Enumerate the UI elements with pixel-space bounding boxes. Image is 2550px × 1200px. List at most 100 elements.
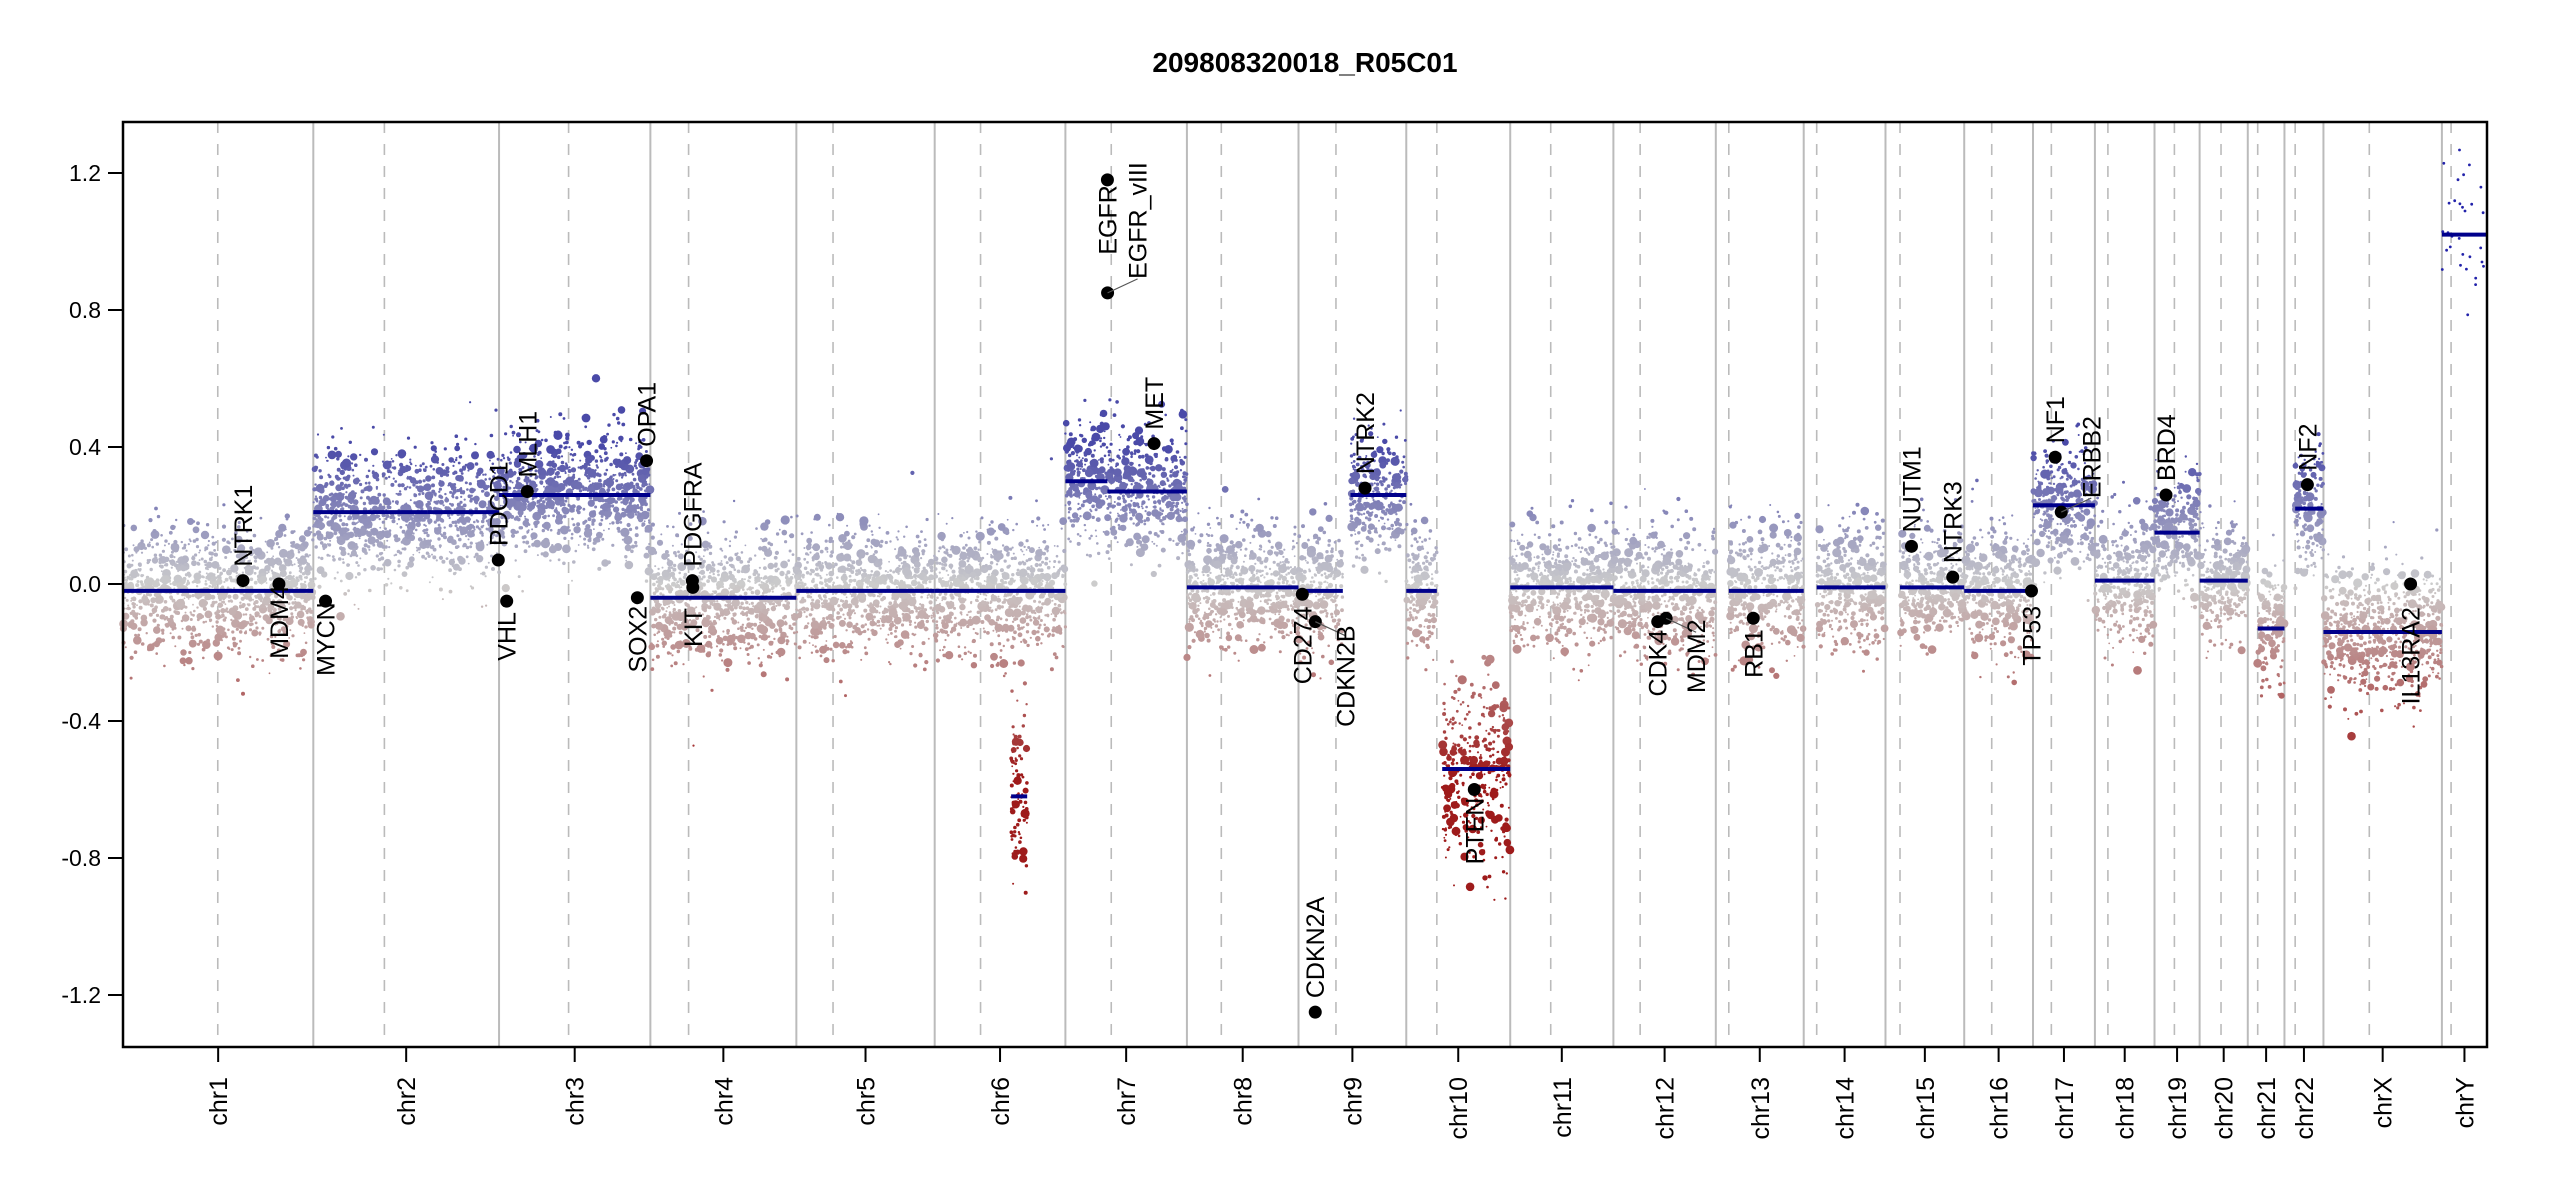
probe-point	[149, 567, 153, 572]
probe-point	[939, 649, 942, 652]
probe-point	[655, 654, 660, 659]
probe-point	[234, 642, 238, 646]
probe-point	[307, 596, 310, 600]
probe-point	[715, 612, 719, 616]
probe-point	[556, 475, 560, 479]
probe-point	[767, 562, 775, 570]
probe-point	[410, 514, 413, 517]
probe-point	[762, 576, 766, 580]
probe-point	[357, 607, 360, 610]
probe-point	[609, 522, 611, 525]
probe-point	[875, 563, 878, 567]
probe-point	[672, 567, 677, 572]
probe-point	[531, 528, 534, 531]
probe-point	[911, 632, 915, 636]
probe-point	[625, 559, 628, 562]
probe-point	[1040, 642, 1043, 645]
probe-point	[860, 568, 864, 572]
probe-point	[889, 569, 893, 572]
probe-point	[360, 489, 365, 494]
probe-point	[810, 604, 815, 609]
probe-point	[739, 639, 742, 642]
probe-point	[523, 549, 528, 554]
probe-point	[129, 676, 133, 680]
probe-point	[283, 534, 287, 537]
probe-point	[364, 486, 369, 491]
probe-point	[153, 640, 160, 648]
probe-point	[414, 468, 420, 474]
probe-point	[550, 468, 554, 471]
probe-point	[396, 503, 399, 506]
probe-point	[439, 495, 444, 499]
probe-point	[542, 510, 545, 514]
probe-point	[293, 543, 301, 550]
probe-point	[943, 563, 948, 567]
probe-point	[711, 592, 714, 596]
probe-point	[446, 470, 450, 474]
probe-point	[331, 505, 336, 510]
probe-point	[607, 504, 612, 508]
probe-point	[359, 482, 363, 487]
probe-point	[123, 596, 127, 600]
probe-point	[329, 539, 332, 542]
probe-point	[340, 427, 343, 430]
probe-point	[125, 607, 128, 610]
probe-point	[1021, 550, 1024, 553]
probe-point	[556, 455, 561, 460]
probe-point	[267, 558, 269, 561]
probe-point	[204, 580, 207, 583]
probe-point	[248, 615, 255, 622]
probe-point	[716, 569, 720, 573]
probe-point	[1035, 635, 1041, 642]
probe-point	[274, 538, 277, 542]
probe-point	[196, 606, 199, 609]
probe-point	[1013, 630, 1017, 635]
probe-point	[135, 583, 140, 588]
probe-point	[169, 554, 174, 559]
probe-point	[163, 556, 170, 563]
probe-point	[1018, 541, 1024, 547]
probe-point	[663, 629, 672, 638]
probe-point	[205, 593, 212, 601]
probe-point	[544, 438, 548, 443]
probe-point	[712, 572, 715, 576]
probe-point	[342, 539, 345, 541]
probe-point	[457, 461, 461, 465]
probe-point	[408, 486, 412, 489]
probe-point	[515, 479, 519, 483]
probe-point	[258, 615, 262, 618]
probe-point	[720, 563, 723, 566]
probe-point	[815, 649, 819, 654]
probe-point	[850, 645, 854, 649]
probe-point	[213, 651, 223, 661]
probe-point	[443, 469, 446, 471]
probe-point	[509, 451, 513, 454]
probe-point	[422, 479, 426, 483]
probe-point	[147, 560, 151, 564]
probe-point	[779, 570, 785, 577]
probe-point	[339, 538, 342, 541]
probe-point	[887, 571, 889, 573]
probe-point	[619, 521, 623, 524]
probe-point	[546, 524, 550, 529]
probe-point	[937, 513, 940, 515]
probe-point	[1052, 565, 1056, 569]
probe-point	[589, 460, 592, 463]
probe-point	[565, 436, 570, 441]
probe-point	[1047, 523, 1050, 526]
probe-point	[810, 531, 813, 534]
probe-point	[795, 604, 798, 607]
probe-point	[387, 507, 390, 510]
probe-point	[252, 598, 254, 601]
probe-point	[576, 522, 581, 527]
probe-point	[958, 597, 962, 601]
probe-point	[140, 551, 144, 554]
probe-point	[181, 627, 184, 630]
probe-point	[430, 445, 437, 452]
probe-point	[208, 551, 212, 555]
probe-point	[878, 526, 881, 529]
probe-point	[589, 483, 593, 487]
probe-point	[951, 569, 956, 574]
probe-point	[497, 570, 501, 575]
probe-point	[643, 520, 646, 523]
